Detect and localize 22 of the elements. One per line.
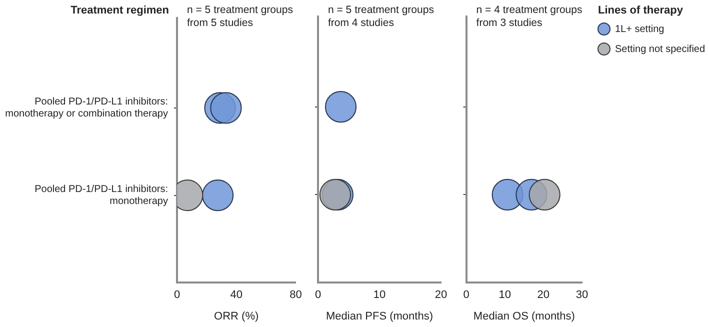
x-tick-label: 10 bbox=[373, 289, 386, 302]
chart-title: n = 5 treatment groups from 5 studies bbox=[187, 4, 293, 30]
x-tick-label: 40 bbox=[230, 289, 242, 302]
x-axis-title: Median PFS (months) bbox=[326, 310, 433, 322]
x-tick-label: 20 bbox=[434, 289, 448, 302]
y-tick-label: Pooled PD-1/PD-L1 inhibitors: monotherapy bbox=[34, 184, 168, 208]
x-axis-title: Median OS (months) bbox=[473, 310, 575, 322]
legend-label: Setting not specified bbox=[615, 44, 706, 55]
x-tick-label: 10 bbox=[498, 289, 511, 302]
legend-title: Lines of therapy bbox=[598, 4, 684, 17]
legend-label: 1L+ setting bbox=[615, 24, 664, 35]
y-axis-title: Treatment regimen bbox=[70, 4, 170, 17]
x-tick-label: 0 bbox=[174, 289, 180, 302]
x-tick-label: 0 bbox=[314, 289, 322, 302]
x-tick-label: 30 bbox=[576, 289, 588, 302]
chart-title: n = 5 treatment groups from 4 studies bbox=[328, 4, 434, 30]
x-tick-label: 0 bbox=[463, 289, 470, 302]
chart-title: n = 4 treatment groups from 3 studies bbox=[476, 4, 582, 30]
x-axis-title: ORR (%) bbox=[214, 310, 259, 322]
y-tick-label: Pooled PD-1/PD-L1 inhibitors: monotherapy or combination therapy bbox=[5, 96, 168, 120]
x-tick-label: 80 bbox=[290, 289, 302, 302]
x-tick-label: 20 bbox=[537, 289, 550, 302]
